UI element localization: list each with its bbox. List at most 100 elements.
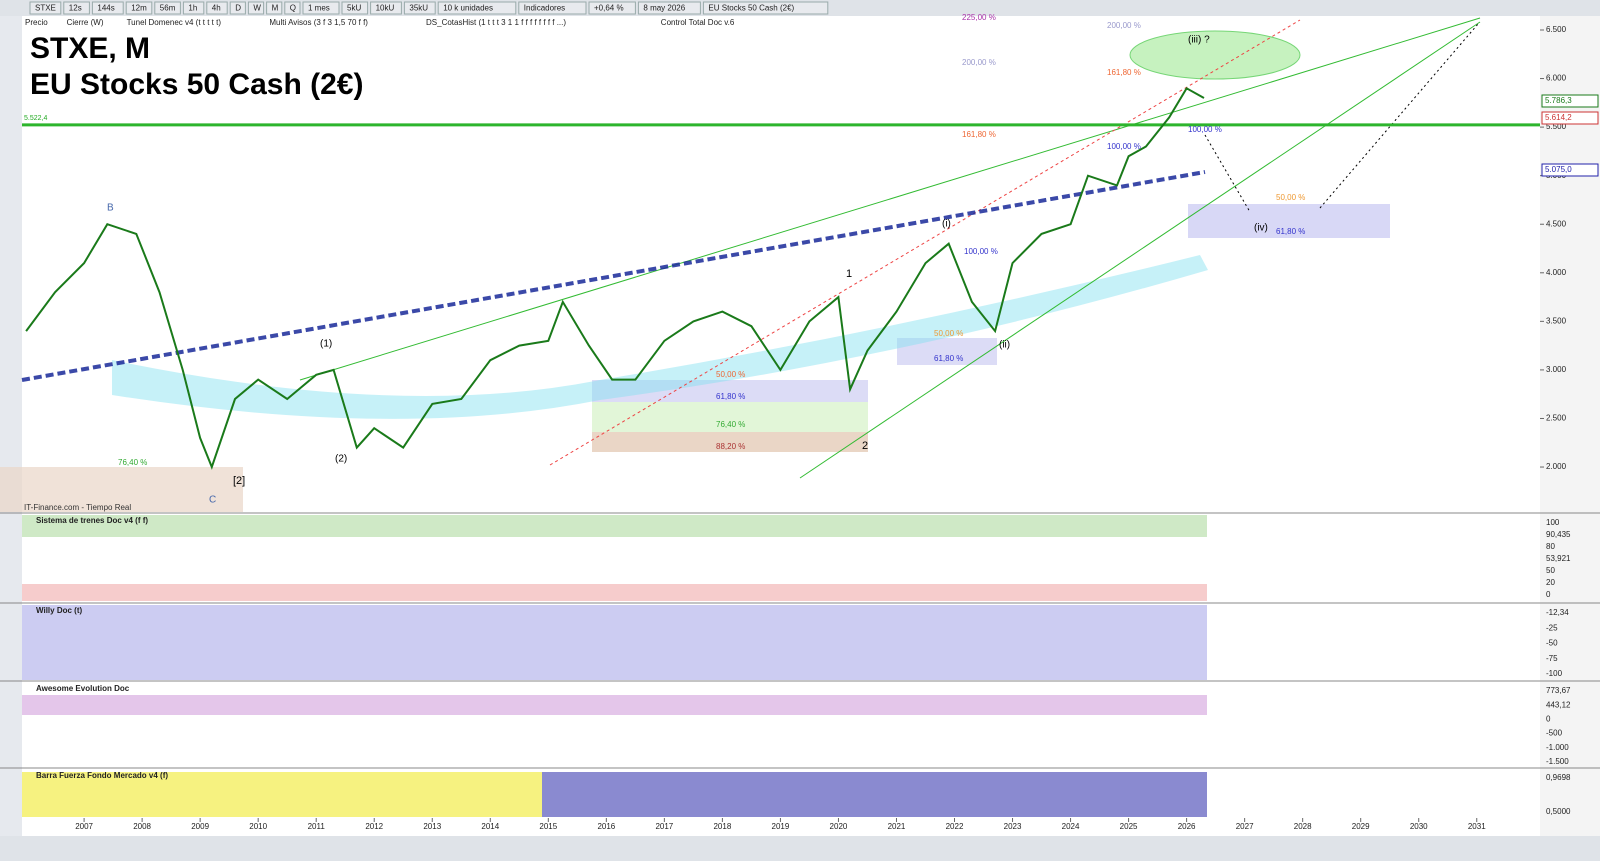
panel-axis-label: 0	[1546, 590, 1551, 599]
x-tick-label: 2017	[655, 822, 673, 831]
panel-zone	[22, 695, 1207, 715]
panel-axis-label: -1.500	[1546, 757, 1569, 766]
toolbar-button[interactable]	[91, 1, 124, 15]
annotation: (ii)	[999, 340, 1010, 351]
y-tick-label: 5.500	[1546, 122, 1567, 131]
y-tick-label: 6.500	[1546, 25, 1567, 34]
x-tick-label: 2013	[423, 822, 441, 831]
y-tick-label: 3.500	[1546, 316, 1567, 325]
annotation: 225,00 %	[962, 13, 996, 22]
x-tick-label: 2018	[713, 822, 731, 831]
x-tick-label: 2030	[1410, 822, 1428, 831]
trend-line	[299, 17, 1481, 381]
toolbar-button[interactable]	[229, 1, 246, 15]
moving-average	[21, 170, 1206, 382]
x-tick-label: 2014	[481, 822, 499, 831]
price-tag	[1541, 111, 1599, 125]
toolbar-button[interactable]	[29, 1, 62, 15]
panel-axis-label: -25	[1546, 623, 1558, 632]
projection-arrow	[1204, 134, 1251, 213]
price-tag-label: 5.614,2	[1545, 113, 1572, 122]
panel-axis-label: 773,67	[1546, 686, 1571, 695]
annotation: 61,80 %	[716, 392, 745, 401]
toolbar-button[interactable]	[370, 1, 402, 15]
fib-zone	[592, 380, 868, 402]
legend-item: Tunel Domenec v4 (t t t t t)	[127, 18, 222, 27]
fib-zone	[1188, 204, 1390, 238]
annotation: 50,00 %	[1276, 193, 1305, 202]
chart-title: STXE, M	[30, 32, 150, 65]
panel-axis-label: 50	[1546, 566, 1555, 575]
panel-axis-label: 0	[1546, 715, 1551, 724]
annotation: 61,80 %	[1276, 227, 1305, 236]
toolbar-button[interactable]	[518, 1, 587, 15]
x-tick-label: 2010	[249, 822, 267, 831]
side-toolbar	[0, 16, 22, 861]
x-tick-label: 2024	[1062, 822, 1080, 831]
toolbar-button[interactable]	[182, 1, 205, 15]
fib-zone	[897, 338, 997, 365]
toolbar-button[interactable]	[437, 1, 517, 15]
annotation: 76,40 %	[118, 458, 147, 467]
toolbar-button[interactable]	[247, 1, 265, 15]
annotation: IT-Finance.com - Tiempo Real	[24, 503, 131, 512]
panel-axis-label: -50	[1546, 639, 1558, 648]
x-tick-label: 2019	[772, 822, 790, 831]
annotation: 161,80 %	[962, 130, 996, 139]
annotation: 100,00 %	[964, 247, 998, 256]
toolbar-button[interactable]	[302, 1, 340, 15]
fib-zone	[592, 432, 868, 452]
y-tick-label: 6.000	[1546, 74, 1567, 83]
toolbar-button[interactable]	[341, 1, 369, 15]
toolbar-label: 10 k unidades	[443, 4, 493, 13]
panel-axis-label: -1.000	[1546, 743, 1569, 752]
x-tick-label: 2027	[1236, 822, 1254, 831]
annotation: (i)	[942, 219, 951, 230]
x-tick-label: 2023	[1004, 822, 1022, 831]
legend-item: DS_CotasHist (1 t t t 3 1 1 f f f f f f …	[426, 18, 566, 27]
panel-zone	[22, 605, 1207, 680]
toolbar-label: 10kU	[376, 4, 395, 13]
toolbar-button[interactable]	[266, 1, 283, 15]
toolbar-label: 144s	[97, 4, 114, 13]
x-tick-label: 2020	[830, 822, 848, 831]
panel-zone	[22, 515, 1207, 537]
toolbar-label: 56m	[160, 4, 176, 13]
toolbar-button[interactable]	[125, 1, 153, 15]
price-tag	[1541, 94, 1599, 108]
toolbar-button[interactable]	[154, 1, 181, 15]
annotation: B	[107, 203, 114, 214]
x-tick-label: 2011	[308, 822, 326, 831]
annotation: 50,00 %	[716, 370, 745, 379]
y-tick-label: 4.000	[1546, 268, 1567, 277]
toolbar-button[interactable]	[588, 1, 636, 15]
panel-axis-label: 90,435	[1546, 530, 1571, 539]
panel-axis-label: 80	[1546, 542, 1555, 551]
annotation: 88,20 %	[716, 442, 745, 451]
toolbar-button[interactable]	[637, 1, 701, 15]
panel-axis-label: 443,12	[1546, 700, 1571, 709]
toolbar-button[interactable]	[206, 1, 228, 15]
toolbar-button[interactable]	[702, 1, 829, 15]
toolbar-button[interactable]	[63, 1, 90, 15]
annotation: 100,00 %	[1107, 142, 1141, 151]
annotation: 2	[862, 440, 868, 452]
toolbar-button[interactable]	[403, 1, 436, 15]
annotation: 1	[846, 268, 852, 280]
annotation: 61,80 %	[934, 354, 963, 363]
tunnel-band	[112, 255, 1208, 419]
toolbar-label: 1 mes	[308, 4, 330, 13]
legend-item: Cierre (W)	[67, 18, 104, 27]
chart-title: EU Stocks 50 Cash (2€)	[30, 68, 363, 101]
channel-line	[549, 19, 1301, 466]
toolbar-button[interactable]	[284, 1, 301, 15]
annotation: (iii) ?	[1188, 35, 1210, 46]
x-tick-label: 2008	[133, 822, 151, 831]
y-tick-label: 2.500	[1546, 414, 1567, 423]
toolbar-label: D	[235, 4, 241, 13]
footer-bar	[0, 836, 1600, 861]
x-tick-label: 2009	[191, 822, 209, 831]
price-tag-label: 5.075,0	[1545, 165, 1572, 174]
price-axis-bg	[1540, 16, 1600, 836]
level-label: 5.522,4	[24, 115, 47, 122]
